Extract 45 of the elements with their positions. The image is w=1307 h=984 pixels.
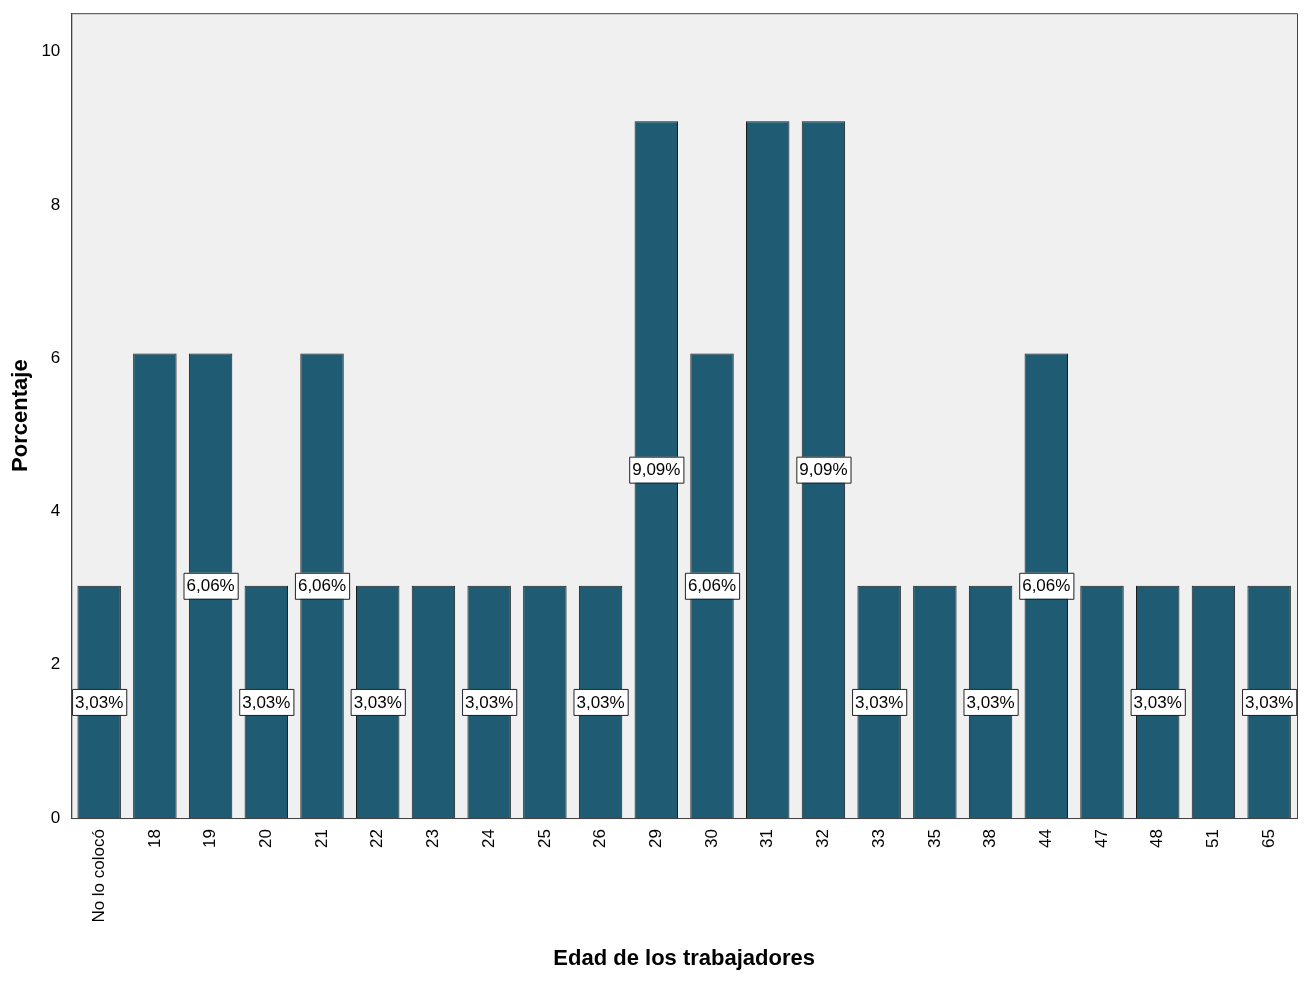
x-tick-label: 19 [200,829,220,848]
x-tick-label: 23 [423,829,443,848]
x-tick-label: 38 [980,829,1000,848]
data-label: 6,06% [297,576,347,596]
data-label: 3,03% [242,692,291,712]
data-label: 3,03% [465,692,514,712]
x-tick-label: 35 [924,829,944,848]
data-label: 3,03% [75,692,124,712]
x-tick-label: 29 [645,829,665,848]
y-tick-label: 0 [50,807,61,827]
y-tick-label: 10 [41,41,61,61]
y-axis-title: Porcentaje [7,359,33,472]
data-label: 9,09% [799,460,848,480]
x-tick-label: 44 [1035,829,1055,848]
x-tick-label: 30 [701,829,721,848]
x-axis-title: Edad de los trabajadores [553,944,815,970]
data-label: 3,03% [576,692,625,712]
x-tick-label: 22 [367,829,387,848]
data-label: 6,06% [687,576,737,596]
x-tick-label: 33 [868,829,888,848]
x-tick-label: 25 [534,829,554,848]
y-tick-label: 2 [50,654,61,674]
y-tick-label: 4 [50,501,61,521]
data-label: 6,06% [1022,576,1071,596]
y-tick-label: 6 [50,347,61,367]
data-label: 3,03% [1133,692,1182,712]
y-tick-label: 8 [50,194,61,214]
x-tick-label: 24 [478,829,498,848]
data-label: 6,06% [186,576,235,596]
x-tick-label: 26 [590,829,610,848]
data-label: 9,09% [632,460,681,480]
x-tick-label: 31 [757,829,777,848]
x-tick-label: No lo colocó [88,829,108,923]
x-tick-label: 47 [1091,829,1111,848]
x-tick-label: 20 [255,829,275,848]
x-tick-label: 21 [311,829,331,848]
x-tick-label: 18 [144,829,164,848]
data-label: 3,03% [966,692,1015,712]
x-tick-label: 32 [813,829,833,848]
x-tick-label: 51 [1203,829,1223,848]
x-tick-label: 65 [1258,829,1278,848]
data-label: 3,03% [855,692,904,712]
data-label: 3,03% [1245,692,1294,712]
data-label: 3,03% [353,692,402,712]
x-tick-label: 48 [1147,829,1167,848]
